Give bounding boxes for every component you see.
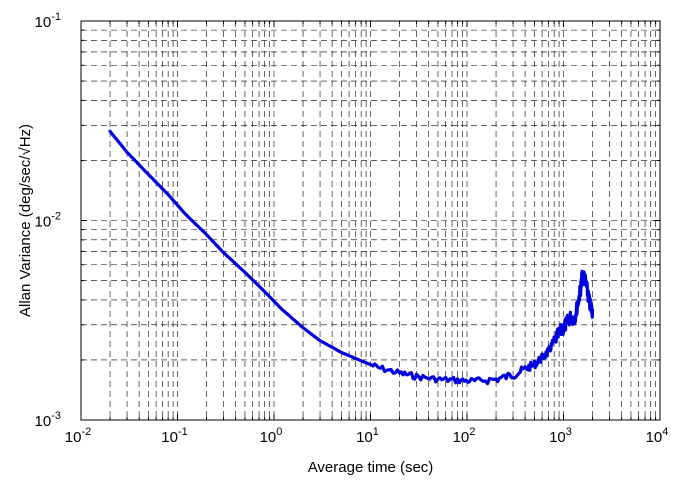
y-tick-label: 10-1	[35, 11, 61, 31]
y-tick-label: 10-2	[35, 211, 61, 231]
x-tick-labels: 10-2 10-1 100 101 102 103 104	[65, 426, 669, 446]
y-tick-labels: 10-3 10-2 10-1	[35, 11, 61, 430]
x-tick-label: 102	[453, 426, 476, 446]
x-tick-label: 10-2	[65, 426, 91, 446]
series-line-0	[108, 129, 595, 386]
x-tick-label: 104	[646, 426, 669, 446]
x-tick-label: 103	[549, 426, 572, 446]
x-tick-label: 100	[260, 426, 283, 446]
plot-area-frame	[80, 20, 661, 421]
x-axis-label: Average time (sec)	[308, 459, 434, 476]
series-layer	[108, 129, 595, 386]
x-tick-label: 101	[356, 426, 379, 446]
y-tick-label: 10-3	[35, 410, 61, 430]
x-tick-label: 10-1	[161, 426, 187, 446]
y-axis-label: Allan Variance (deg/sec/√Hz)	[17, 124, 34, 317]
grid-lines	[81, 21, 660, 420]
